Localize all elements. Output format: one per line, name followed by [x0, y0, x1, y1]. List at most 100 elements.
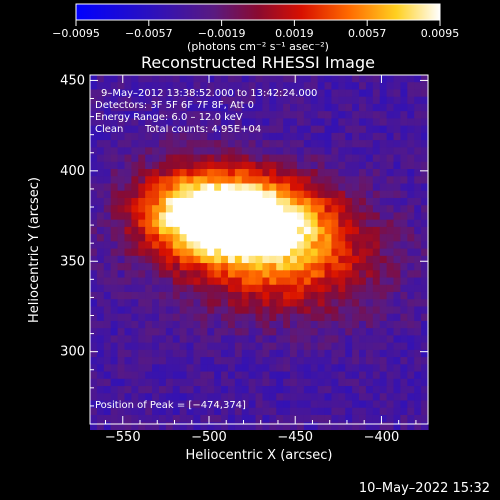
- heatmap-cell: [407, 306, 415, 315]
- heatmap-cell: [359, 349, 367, 358]
- heatmap-cell: [310, 125, 319, 134]
- heatmap-cell: [90, 422, 98, 431]
- heatmap-cell: [283, 89, 291, 98]
- heatmap-cell: [310, 320, 319, 329]
- heatmap-cell: [207, 378, 215, 387]
- heatmap-cell: [103, 154, 112, 163]
- heatmap-cell: [214, 219, 222, 228]
- heatmap-cell: [241, 132, 250, 141]
- heatmap-cell: [214, 291, 222, 300]
- heatmap-cell: [117, 125, 126, 134]
- heatmap-cell: [179, 89, 188, 98]
- heatmap-cell: [345, 386, 353, 394]
- heatmap-cell: [276, 263, 284, 271]
- heatmap-cell: [158, 118, 167, 127]
- heatmap-cell: [221, 89, 229, 98]
- heatmap-cell: [317, 219, 326, 228]
- heatmap-cell: [407, 161, 415, 170]
- heatmap-cell: [158, 205, 167, 214]
- heatmap-cell: [172, 422, 181, 431]
- heatmap-cell: [227, 241, 236, 250]
- heatmap-cell: [165, 212, 174, 221]
- heatmap-cell: [193, 270, 201, 279]
- heatmap-cell: [234, 219, 243, 228]
- heatmap-cell: [255, 212, 264, 221]
- heatmap-cell: [290, 103, 298, 112]
- heatmap-cell: [145, 371, 153, 380]
- heatmap-cell: [241, 147, 250, 156]
- heatmap-cell: [393, 335, 402, 344]
- heatmap-cell: [221, 306, 229, 315]
- heatmap-cell: [324, 125, 333, 134]
- heatmap-cell: [359, 190, 367, 199]
- heatmap-cell: [365, 371, 374, 380]
- heatmap-cell: [165, 132, 174, 141]
- heatmap-cell: [359, 422, 367, 431]
- heatmap-cell: [90, 205, 98, 214]
- heatmap-cell: [214, 140, 222, 148]
- heatmap-cell: [152, 161, 160, 170]
- heatmap-cell: [207, 219, 215, 228]
- heatmap-cell: [200, 226, 208, 235]
- heatmap-cell: [186, 400, 195, 409]
- heatmap-cell: [131, 132, 139, 141]
- heatmap-cell: [103, 328, 112, 336]
- heatmap-cell: [352, 386, 360, 394]
- heatmap-cell: [207, 183, 215, 192]
- heatmap-cell: [255, 147, 264, 156]
- heatmap-cell: [310, 75, 319, 83]
- heatmap-cell: [145, 89, 153, 98]
- heatmap-cell: [407, 219, 415, 228]
- heatmap-cell: [283, 125, 291, 134]
- heatmap-cell: [90, 118, 98, 127]
- heatmap-cell: [372, 263, 381, 271]
- heatmap-cell: [338, 169, 346, 177]
- heatmap-cell: [96, 176, 105, 185]
- heatmap-cell: [365, 407, 374, 416]
- heatmap-cell: [179, 386, 188, 394]
- heatmap-cell: [227, 299, 236, 308]
- heatmap-cell: [255, 357, 264, 365]
- heatmap-cell: [193, 82, 201, 91]
- heatmap-cell: [248, 407, 257, 416]
- heatmap-cell: [400, 248, 408, 257]
- heatmap-cell: [186, 132, 195, 141]
- heatmap-cell: [338, 118, 346, 127]
- heatmap-cell: [214, 364, 222, 373]
- heatmap-cell: [359, 169, 367, 177]
- heatmap-cell: [241, 212, 250, 221]
- heatmap-cell: [103, 364, 112, 373]
- heatmap-cell: [331, 183, 339, 192]
- heatmap-cell: [276, 205, 284, 214]
- heatmap-cell: [96, 248, 105, 257]
- heatmap-cell: [193, 386, 201, 394]
- heatmap-cell: [221, 378, 229, 387]
- heatmap-cell: [248, 313, 257, 322]
- heatmap-cell: [393, 197, 402, 206]
- heatmap-cell: [165, 393, 174, 402]
- heatmap-cell: [117, 111, 126, 119]
- heatmap-cell: [221, 219, 229, 228]
- heatmap-cell: [145, 364, 153, 373]
- heatmap-cell: [103, 111, 112, 119]
- heatmap-cell: [386, 147, 395, 156]
- heatmap-cell: [221, 299, 229, 308]
- heatmap-cell: [407, 248, 415, 257]
- heatmap-cell: [227, 226, 236, 235]
- heatmap-cell: [117, 313, 126, 322]
- heatmap-cell: [331, 378, 339, 387]
- heatmap-cell: [158, 364, 167, 373]
- heatmap-cell: [372, 154, 381, 163]
- heatmap-cell: [296, 241, 305, 250]
- heatmap-cell: [310, 284, 319, 293]
- heatmap-cell: [90, 291, 98, 300]
- heatmap-cell: [283, 82, 291, 91]
- heatmap-cell: [386, 161, 395, 170]
- heatmap-cell: [124, 219, 132, 228]
- heatmap-cell: [221, 205, 229, 214]
- heatmap-cell: [241, 349, 250, 358]
- heatmap-cell: [207, 103, 215, 112]
- y-tick-label: 400: [60, 164, 85, 179]
- heatmap-cell: [372, 270, 381, 279]
- heatmap-cell: [131, 328, 139, 336]
